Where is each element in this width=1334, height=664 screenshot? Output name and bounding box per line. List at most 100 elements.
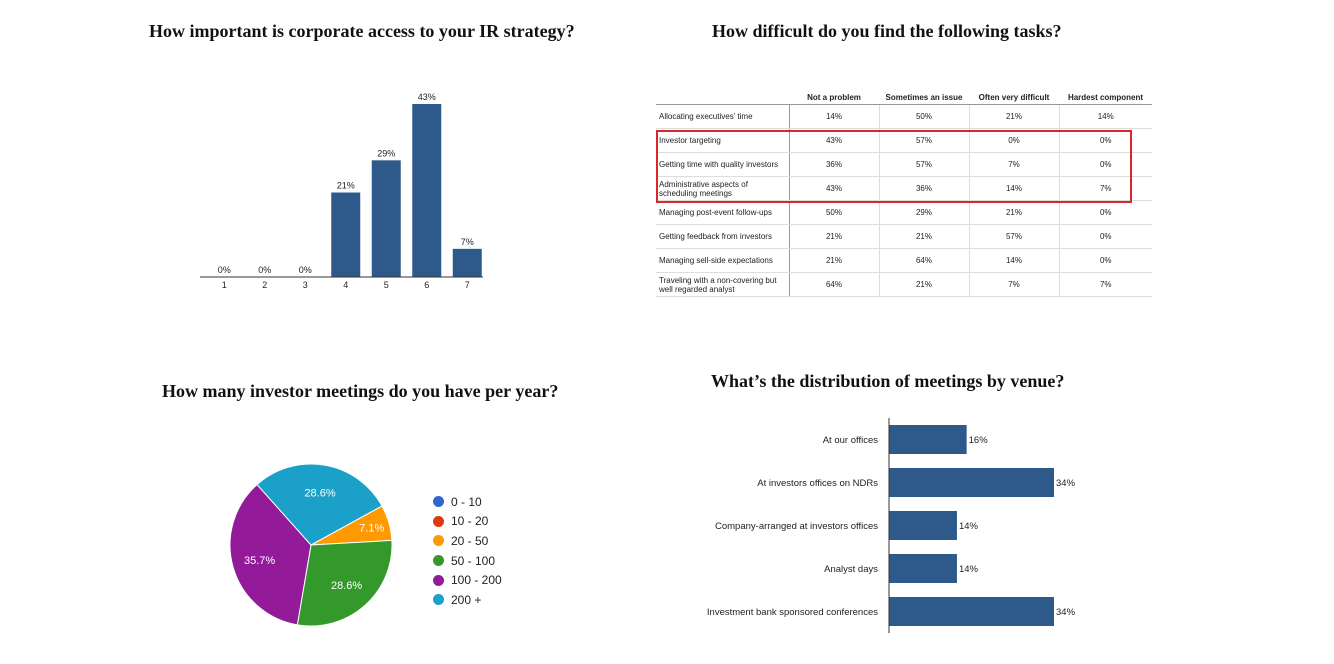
table-cell: 7%: [968, 152, 1059, 177]
bar-value-label: 14%: [959, 521, 979, 532]
bar-value-label: 34%: [1056, 478, 1076, 489]
row-label: Administrative aspects of scheduling meet…: [656, 176, 790, 201]
table-row: Traveling with a non-covering but well re…: [656, 272, 1152, 297]
bar-value-label: 0%: [299, 265, 312, 275]
x-tick-label: 1: [222, 280, 227, 290]
bar-value-label: 0%: [218, 265, 231, 275]
table-cell: 29%: [878, 200, 969, 225]
table-cell: 0%: [1058, 128, 1152, 153]
table-cell: 64%: [878, 248, 969, 273]
chart2-title: How difficult do you find the following …: [712, 21, 1062, 41]
legend-label: 10 - 20: [451, 514, 489, 529]
table-cell: 7%: [968, 272, 1059, 297]
chart3-title: How many investor meetings do you have p…: [162, 381, 559, 401]
x-tick-label: 5: [384, 280, 389, 290]
y-category-label: Company-arranged at investors offices: [715, 521, 878, 532]
table-cell: 57%: [878, 152, 969, 177]
bar-value-label: 43%: [418, 92, 436, 102]
bar-value-label: 21%: [337, 181, 355, 191]
table-cell: 7%: [1058, 176, 1152, 201]
row-label: Managing post-event follow-ups: [656, 200, 790, 225]
pie-slice: [256, 463, 383, 546]
legend-swatch: [433, 594, 444, 606]
bar-value-label: 34%: [1056, 607, 1076, 618]
bar-value-label: 7%: [461, 237, 474, 247]
table-cell: 21%: [968, 200, 1059, 225]
legend-swatch: [433, 535, 444, 547]
legend-label: 100 - 200: [451, 573, 502, 588]
x-tick-label: 3: [303, 280, 308, 290]
table-cell: 43%: [788, 176, 879, 201]
legend-label: 20 - 50: [451, 533, 489, 548]
column-header: Often very difficult: [969, 90, 1059, 105]
task-difficulty-table-panel: Not a problem Sometimes an issue Often ver…: [656, 90, 1152, 297]
table-cell: 7%: [1058, 272, 1152, 297]
table-cell: 57%: [968, 224, 1059, 249]
table-cell: 14%: [968, 176, 1059, 201]
legend-label: 50 - 100: [451, 553, 496, 568]
column-header: [656, 90, 789, 105]
pie-slice: [229, 483, 312, 626]
table-cell: 21%: [968, 104, 1059, 129]
table-row: Managing sell-side expectations 21% 64% 14%…: [656, 248, 1152, 273]
venue-bar: [889, 468, 1054, 497]
row-label: Getting feedback from investors: [656, 224, 790, 249]
x-tick-label: 4: [343, 280, 348, 290]
venue-bar: [889, 511, 957, 540]
row-label: Managing sell-side expectations: [656, 248, 790, 273]
bar-value-label: 14%: [959, 564, 979, 575]
table-row: Investor targeting 43% 57% 0% 0%: [656, 128, 1152, 153]
legend-item: 0 - 10: [433, 492, 502, 512]
table-cell: 21%: [788, 248, 879, 273]
row-label: Investor targeting: [656, 128, 790, 153]
chart4-title: What’s the distribution of meetings by v…: [711, 371, 1065, 391]
column-header: Not a problem: [789, 90, 879, 105]
y-category-label: Analyst days: [824, 564, 878, 575]
table-cell: 14%: [788, 104, 879, 129]
bar-value-label: 29%: [377, 148, 395, 158]
pie-slice-label: 7.1%: [359, 523, 384, 535]
pie-slice-label: 28.6%: [331, 580, 362, 592]
table-cell: 50%: [788, 200, 879, 225]
table-cell: 36%: [878, 176, 969, 201]
x-tick-label: 6: [424, 280, 429, 290]
table-cell: 0%: [1058, 152, 1152, 177]
bar-value-label: 0%: [258, 265, 271, 275]
table-row: Managing post-event follow-ups 50% 29% 21% 0…: [656, 200, 1152, 225]
y-category-label: At our offices: [823, 435, 879, 446]
chart1-title: How important is corporate access to you…: [149, 21, 575, 41]
bar-7: [452, 248, 482, 277]
table-cell: 0%: [1058, 224, 1152, 249]
row-label: Allocating executives’ time: [656, 104, 790, 129]
row-label: Traveling with a non-covering but well re…: [656, 272, 790, 297]
legend-item: 20 - 50: [433, 531, 502, 551]
table-cell: 0%: [968, 128, 1059, 153]
table-cell: 36%: [788, 152, 879, 177]
table-cell: 0%: [1058, 200, 1152, 225]
table-cell: 0%: [1058, 248, 1152, 273]
legend-item: 50 - 100: [433, 551, 502, 571]
table-cell: 64%: [788, 272, 879, 297]
bar-4: [331, 192, 361, 277]
bar-5: [371, 160, 401, 277]
highlight-box: [656, 130, 1132, 203]
venue-bar-chart: At our offices 16% At investors offices on…: [707, 418, 1076, 633]
bar-6: [412, 104, 442, 277]
column-header: Hardest component: [1059, 90, 1152, 105]
table-cell: 14%: [1058, 104, 1152, 129]
legend-label: 200 +: [451, 592, 482, 607]
legend-swatch: [433, 496, 444, 508]
table-row: Getting time with quality investors 36% 57…: [656, 152, 1152, 177]
bar-value-label: 16%: [969, 435, 989, 446]
venue-bar: [889, 554, 957, 583]
importance-bar-chart: 0% 1 0% 2 0% 3 21% 4 29% 5 43% 6 7% 7: [200, 92, 483, 290]
pie-slice-label: 28.6%: [304, 487, 335, 499]
table-cell: 57%: [878, 128, 969, 153]
legend-item: 100 - 200: [433, 570, 502, 590]
table-cell: 21%: [878, 224, 969, 249]
column-header: Sometimes an issue: [879, 90, 969, 105]
table-cell: 21%: [788, 224, 879, 249]
meetings-pie-chart: 7.1% 28.6% 35.7% 28.6%: [229, 463, 393, 627]
venue-bar: [889, 597, 1054, 626]
y-category-label: Investment bank sponsored conferences: [707, 607, 878, 618]
